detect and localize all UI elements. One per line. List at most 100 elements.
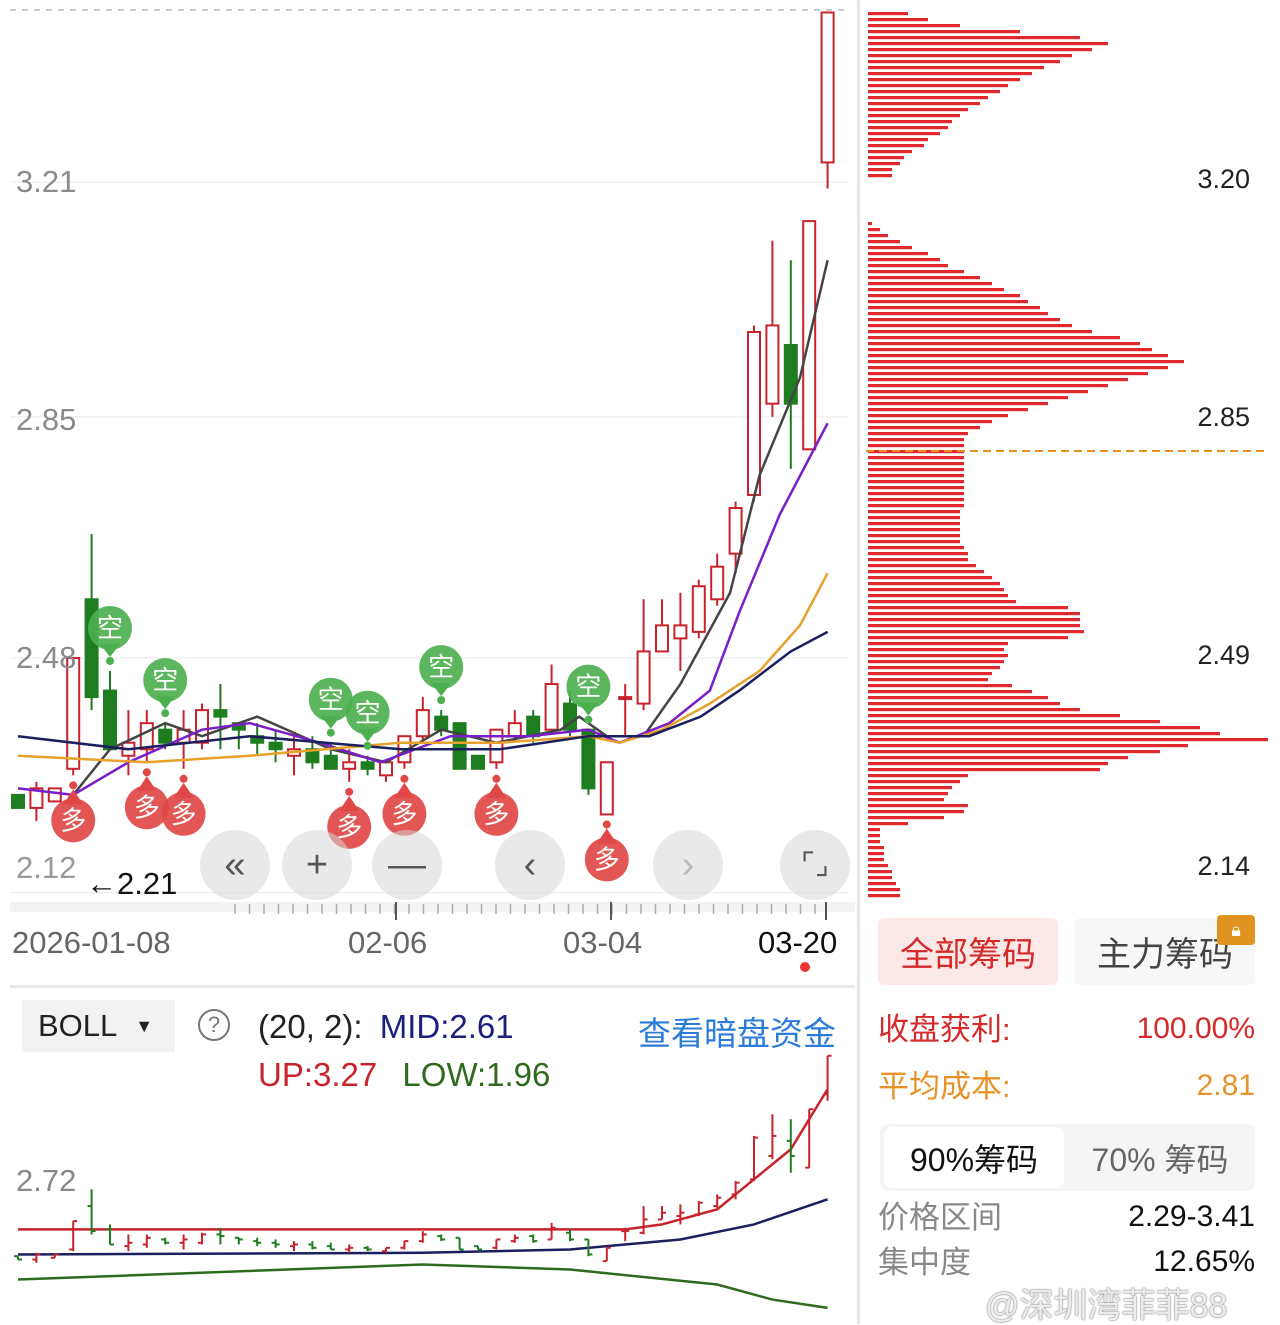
candle-down bbox=[213, 709, 228, 718]
chip-bar bbox=[868, 540, 960, 544]
chip-bar bbox=[868, 648, 1004, 652]
long-signal-bubble bbox=[124, 785, 169, 830]
chip-bar bbox=[868, 810, 964, 814]
chip-bar bbox=[868, 600, 1016, 604]
view-dark-pool-link[interactable]: 查看暗盘资金 bbox=[638, 1015, 836, 1052]
boll-params-text: (20, 2): bbox=[258, 1008, 363, 1045]
long-signal-bubble bbox=[382, 791, 427, 836]
candle-up bbox=[636, 650, 651, 705]
chip-bar bbox=[868, 372, 1148, 376]
fullscreen-icon[interactable]: ⌜⌟ bbox=[780, 830, 850, 900]
plus-icon[interactable]: + bbox=[282, 830, 352, 900]
chip-bar bbox=[868, 474, 964, 478]
chip-bar bbox=[868, 258, 940, 262]
candle-up bbox=[29, 787, 44, 809]
chip-bar bbox=[868, 432, 968, 436]
chip-bar bbox=[868, 396, 1068, 400]
help-icon[interactable]: ? bbox=[198, 1009, 230, 1041]
indicator-select[interactable]: BOLL ▼ bbox=[22, 1000, 175, 1052]
chip-bar bbox=[868, 714, 1120, 718]
long-signal-bubble bbox=[161, 791, 206, 836]
chip-bar bbox=[868, 768, 1100, 772]
chip-bar bbox=[868, 234, 888, 238]
double-chevron-left-icon[interactable]: « bbox=[200, 830, 270, 900]
candle-up bbox=[195, 709, 209, 744]
x-axis-band bbox=[10, 902, 855, 912]
chip-bar bbox=[868, 840, 880, 844]
long-signal-label: 多 bbox=[134, 793, 160, 823]
candle-up bbox=[673, 624, 688, 640]
chip-bar bbox=[868, 390, 1088, 394]
panel-divider bbox=[10, 985, 855, 988]
candle-down bbox=[783, 344, 798, 405]
candle-down bbox=[103, 689, 117, 751]
chip-bar bbox=[868, 774, 968, 778]
profit-value: 100.00% bbox=[1136, 1012, 1255, 1045]
chip-bar bbox=[868, 816, 944, 820]
signal-dot bbox=[161, 709, 170, 718]
boll-up-value: UP:3.27 bbox=[258, 1056, 378, 1093]
chip-bar bbox=[868, 786, 952, 790]
long-signal-bubble bbox=[474, 791, 519, 836]
chip-bar bbox=[868, 450, 964, 454]
chip-bar bbox=[868, 624, 1080, 628]
boll-mid-line bbox=[17, 1198, 829, 1256]
chip-bar bbox=[868, 78, 1020, 82]
chip-price-label: 2.85 bbox=[1197, 402, 1250, 432]
chip-bar bbox=[868, 456, 964, 460]
chip-price-label: 2.49 bbox=[1197, 640, 1250, 670]
chip-bar bbox=[868, 366, 1168, 370]
chip-bar bbox=[868, 222, 872, 226]
signal-dot bbox=[437, 696, 446, 705]
chip-bar bbox=[868, 780, 960, 784]
chip-bar bbox=[868, 510, 960, 514]
chevron-right-icon[interactable]: › bbox=[653, 830, 723, 900]
subtab-70-chips[interactable]: 70% 筹码 bbox=[1091, 1141, 1229, 1178]
chip-bar bbox=[868, 72, 1032, 76]
short-signal-bubble bbox=[419, 645, 464, 690]
chip-bar bbox=[868, 156, 904, 160]
chip-bar bbox=[868, 42, 1108, 46]
subtab-90-chips[interactable]: 90%筹码 bbox=[884, 1127, 1064, 1188]
candle-down bbox=[434, 715, 449, 731]
short-signal-bubble bbox=[566, 664, 611, 709]
chip-bar bbox=[868, 756, 1128, 760]
candle-up bbox=[618, 696, 633, 701]
chevron-left-icon[interactable]: ‹ bbox=[495, 830, 565, 900]
chip-bar bbox=[868, 864, 888, 868]
candle-down bbox=[471, 754, 485, 770]
chip-bar bbox=[868, 96, 988, 100]
long-signal-bubble bbox=[584, 837, 629, 882]
panel-divider bbox=[857, 0, 860, 1324]
chip-bar bbox=[868, 564, 976, 568]
chip-bar bbox=[868, 882, 896, 886]
candle-down bbox=[563, 702, 577, 731]
chip-bar bbox=[868, 282, 992, 286]
candle-up bbox=[691, 585, 706, 633]
signal-dot bbox=[345, 787, 354, 796]
chip-bar bbox=[868, 426, 980, 430]
candle-up bbox=[139, 722, 154, 751]
boll-band-values: UP:3.27 LOW:1.96 bbox=[258, 1056, 550, 1094]
chip-bar bbox=[868, 828, 880, 832]
candle-up bbox=[728, 507, 743, 555]
chip-bar bbox=[868, 90, 1000, 94]
chip-bar bbox=[868, 228, 880, 232]
y-tick-label: 2.72 bbox=[16, 1163, 77, 1198]
chip-bar bbox=[868, 606, 1068, 610]
avg-cost-label: 平均成本: bbox=[878, 1069, 1011, 1104]
boll-low-line bbox=[17, 1263, 828, 1310]
chip-bar bbox=[868, 126, 948, 130]
boll-params: (20, 2): MID:2.61 bbox=[258, 1008, 514, 1046]
chip-bar bbox=[868, 876, 892, 880]
chip-bar bbox=[868, 264, 948, 268]
minus-icon[interactable]: — bbox=[372, 830, 442, 900]
chip-bar bbox=[868, 168, 892, 172]
chip-bar bbox=[868, 570, 984, 574]
chip-bar bbox=[868, 708, 1080, 712]
chip-bar bbox=[868, 846, 884, 850]
tab-all-chips[interactable]: 全部筹码 bbox=[878, 918, 1058, 985]
boll-up-line bbox=[18, 1088, 829, 1231]
chip-bar bbox=[868, 552, 968, 556]
